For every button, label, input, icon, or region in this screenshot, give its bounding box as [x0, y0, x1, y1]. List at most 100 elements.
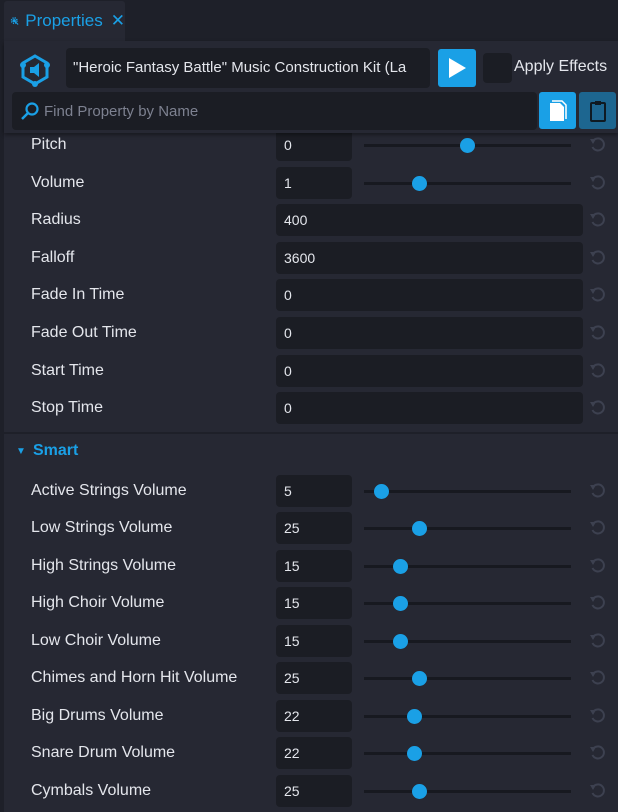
- reset-icon[interactable]: [589, 482, 607, 500]
- property-slider[interactable]: [364, 783, 571, 799]
- property-value-input[interactable]: 0: [276, 354, 583, 387]
- slider-thumb[interactable]: [406, 708, 422, 724]
- section-smart[interactable]: ▼ Smart: [4, 431, 618, 470]
- reset-icon[interactable]: [589, 362, 607, 380]
- property-value-input[interactable]: 3600: [276, 241, 583, 274]
- slider-thumb[interactable]: [393, 558, 409, 574]
- slider-thumb[interactable]: [406, 746, 422, 762]
- reset-icon[interactable]: [589, 707, 607, 725]
- property-label: Fade In Time: [31, 286, 125, 304]
- property-label: Volume: [31, 173, 85, 191]
- property-slider[interactable]: [364, 633, 571, 649]
- property-slider[interactable]: [364, 671, 571, 687]
- property-label: Snare Drum Volume: [31, 744, 176, 762]
- close-tab-button[interactable]: ✕: [110, 11, 125, 30]
- search-input[interactable]: Find Property by Name: [12, 92, 537, 130]
- reset-icon[interactable]: [589, 286, 607, 304]
- slider-thumb[interactable]: [374, 483, 390, 499]
- property-row: Volume 1: [4, 165, 618, 202]
- property-value-input[interactable]: 25: [276, 512, 352, 545]
- property-label: Active Strings Volume: [31, 481, 187, 499]
- slider-thumb[interactable]: [412, 783, 428, 799]
- clipboard-icon: [589, 100, 606, 122]
- property-value-input[interactable]: 5: [276, 474, 352, 507]
- reset-icon[interactable]: [589, 594, 607, 612]
- slider-thumb[interactable]: [393, 596, 409, 612]
- reset-icon[interactable]: [589, 174, 607, 192]
- property-value-input[interactable]: 15: [276, 549, 352, 582]
- property-slider[interactable]: [364, 138, 571, 153]
- property-row: Fade In Time 0: [4, 277, 618, 314]
- paste-button[interactable]: [579, 92, 616, 129]
- property-slider[interactable]: [364, 596, 571, 612]
- property-slider[interactable]: [364, 175, 571, 191]
- property-value-input[interactable]: 0: [276, 279, 583, 312]
- property-value-input[interactable]: 25: [276, 774, 352, 807]
- property-value-input[interactable]: 15: [276, 587, 352, 620]
- property-slider[interactable]: [364, 521, 571, 537]
- property-value-input[interactable]: 15: [276, 624, 352, 657]
- property-row: Start Time 0: [4, 353, 618, 390]
- property-value-input[interactable]: 400: [276, 204, 583, 237]
- property-row: High Choir Volume 15: [4, 585, 618, 622]
- property-slider[interactable]: [364, 708, 571, 724]
- property-label: Low Strings Volume: [31, 519, 173, 537]
- slider-thumb[interactable]: [460, 138, 475, 153]
- property-row: Active Strings Volume 5: [4, 473, 618, 510]
- reset-icon[interactable]: [589, 744, 607, 762]
- property-slider[interactable]: [364, 558, 571, 574]
- property-row: Snare Drum Volume 22: [4, 735, 618, 772]
- search-placeholder: Find Property by Name: [44, 102, 199, 120]
- reset-icon[interactable]: [589, 632, 607, 650]
- tab-properties[interactable]: Properties ✕: [4, 1, 125, 41]
- property-value-input[interactable]: 1: [276, 166, 352, 199]
- slider-thumb[interactable]: [412, 175, 428, 191]
- reset-icon[interactable]: [589, 136, 607, 154]
- reset-icon[interactable]: [589, 211, 607, 229]
- property-row: Falloff 3600: [4, 240, 618, 277]
- property-label: High Choir Volume: [31, 594, 165, 612]
- reset-icon[interactable]: [589, 669, 607, 687]
- audio-asset-icon: [20, 54, 50, 87]
- slider-thumb[interactable]: [412, 671, 428, 687]
- property-slider[interactable]: [364, 483, 571, 499]
- section-title: Smart: [33, 441, 79, 459]
- reset-icon[interactable]: [589, 249, 607, 267]
- property-value-input[interactable]: 0: [276, 392, 583, 425]
- asset-name-field[interactable]: "Heroic Fantasy Battle" Music Constructi…: [66, 48, 430, 88]
- tab-bar: Properties ✕: [0, 0, 618, 41]
- property-row: Low Choir Volume 15: [4, 623, 618, 660]
- gear-wrench-icon: [10, 17, 19, 25]
- reset-icon[interactable]: [589, 557, 607, 575]
- property-row: Radius 400: [4, 202, 618, 239]
- property-label: Pitch: [31, 136, 67, 153]
- reset-icon[interactable]: [589, 519, 607, 537]
- play-button[interactable]: [438, 49, 476, 87]
- properties-panel: "Heroic Fantasy Battle" Music Constructi…: [4, 41, 618, 812]
- apply-effects-label: Apply Effects: [514, 58, 608, 75]
- reset-icon[interactable]: [589, 782, 607, 800]
- property-value-input[interactable]: 22: [276, 737, 352, 770]
- property-label: Chimes and Horn Hit Volume: [31, 669, 238, 687]
- property-row: Cymbals Volume 25: [4, 773, 618, 810]
- play-icon: [449, 58, 466, 78]
- property-value-input[interactable]: 0: [276, 129, 352, 161]
- apply-effects-checkbox[interactable]: [483, 53, 512, 83]
- tab-title: Properties: [25, 11, 103, 30]
- property-value-input[interactable]: 0: [276, 317, 583, 349]
- reset-icon[interactable]: [589, 324, 607, 342]
- property-value-input[interactable]: 25: [276, 662, 352, 695]
- property-slider[interactable]: [364, 746, 571, 762]
- copy-button[interactable]: [539, 92, 576, 129]
- property-value-input[interactable]: 22: [276, 699, 352, 732]
- reset-icon[interactable]: [589, 399, 607, 417]
- property-row: Stop Time 0: [4, 390, 618, 427]
- property-label: Radius: [31, 211, 81, 229]
- slider-thumb[interactable]: [412, 521, 428, 537]
- property-label: Stop Time: [31, 399, 104, 417]
- collapse-triangle-icon[interactable]: ▼: [16, 445, 26, 457]
- property-label: Low Choir Volume: [31, 631, 161, 649]
- property-label: Falloff: [31, 248, 75, 266]
- slider-thumb[interactable]: [393, 633, 409, 649]
- property-row: Pitch 0: [4, 127, 618, 164]
